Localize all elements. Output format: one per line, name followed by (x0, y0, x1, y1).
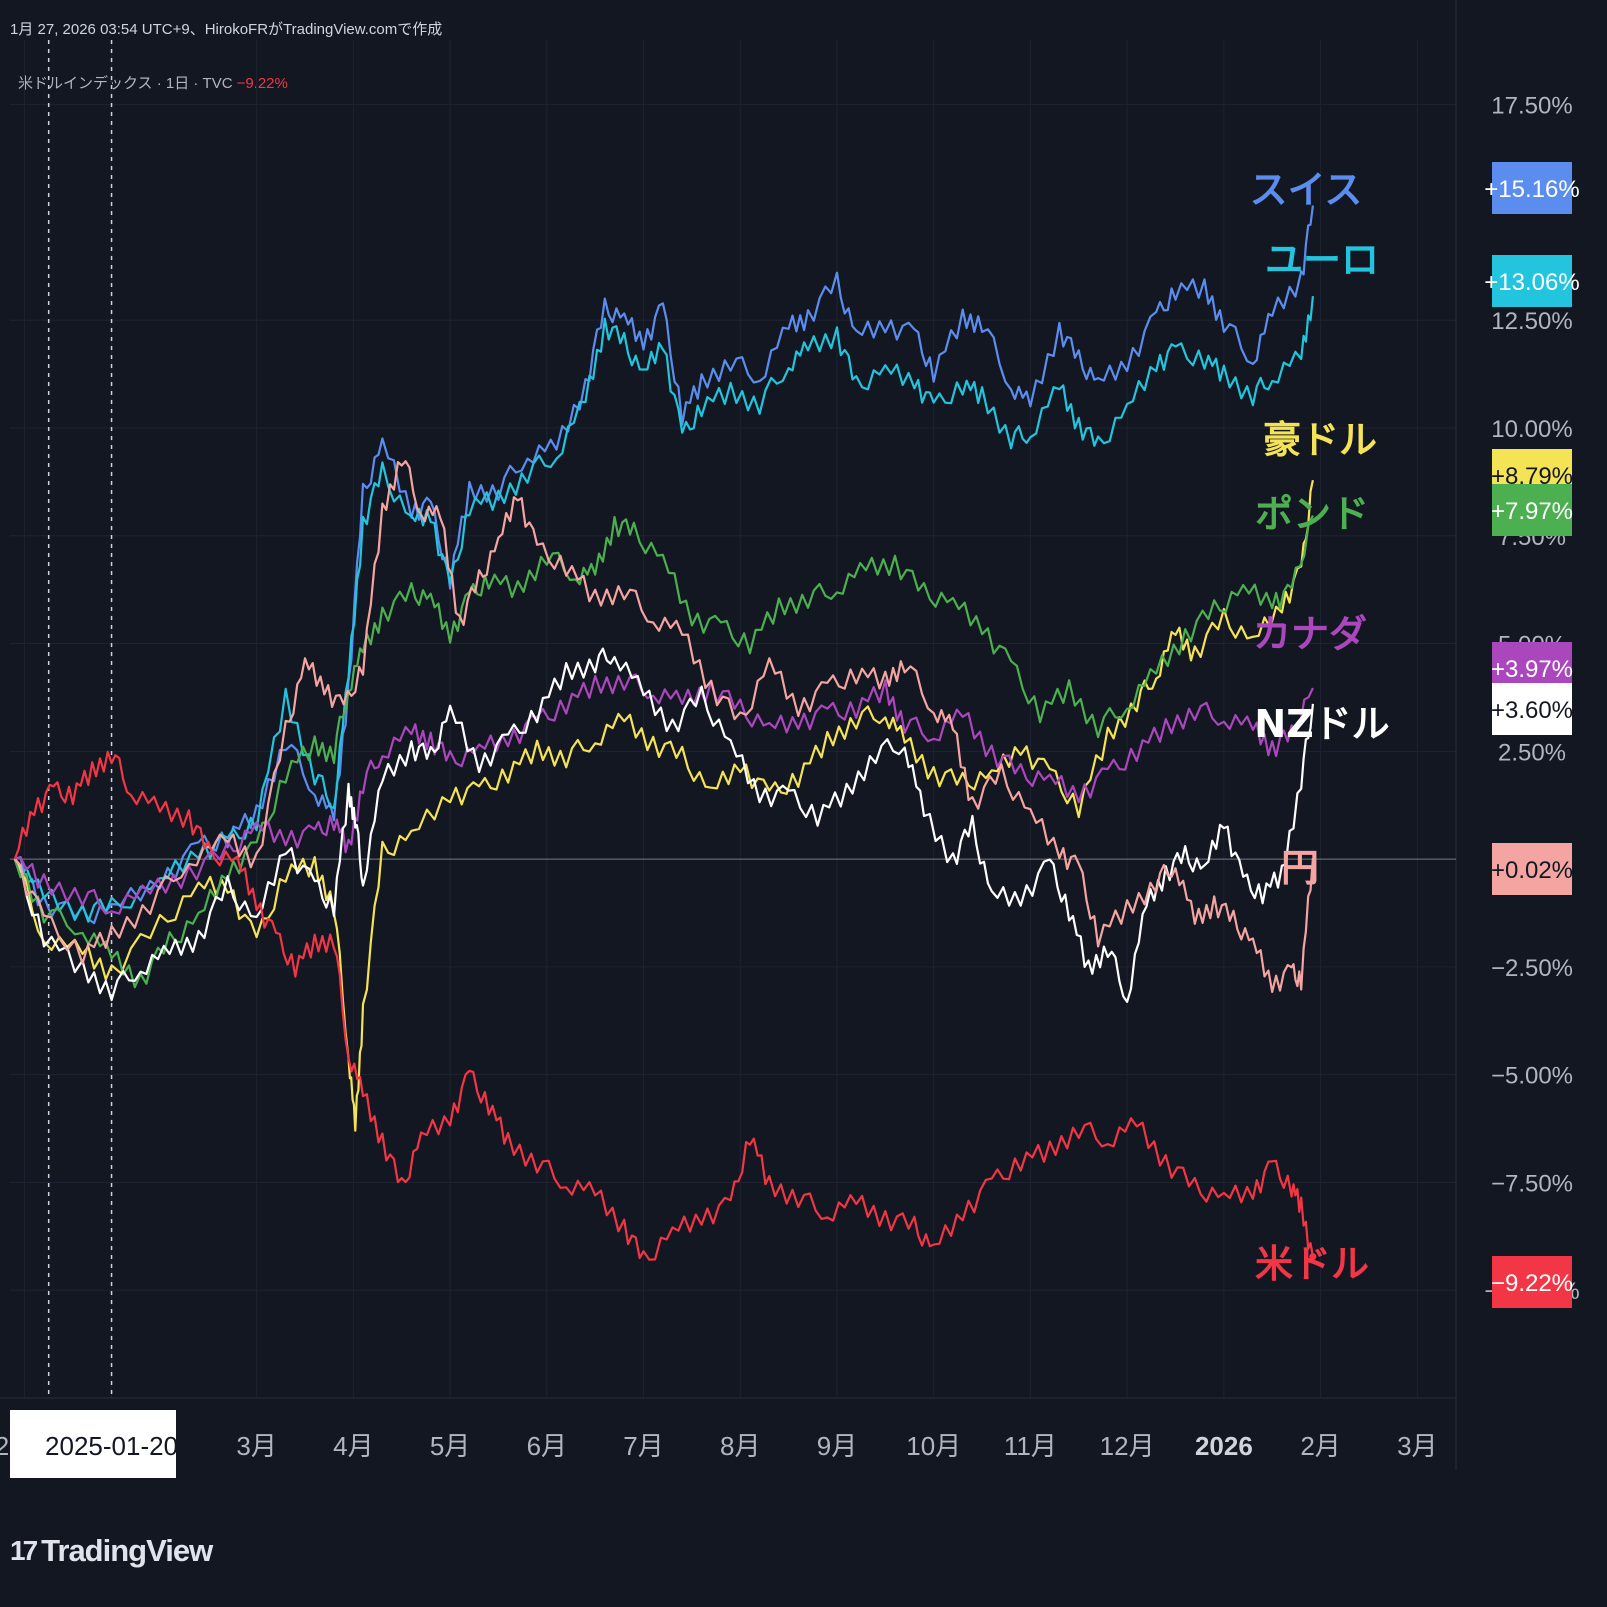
logo-mark: 17 (10, 1535, 38, 1566)
series-line-1[interactable] (13, 295, 1314, 923)
price-tag (1492, 683, 1572, 735)
y-tick-label: 17.50% (1491, 93, 1572, 120)
chart-title: 1月 27, 2026 03:54 UTC+9、HirokoFRがTrading… (10, 21, 443, 38)
series-line-0[interactable] (14, 205, 1314, 925)
x-tick-label: 8月 (720, 1431, 760, 1461)
x-tick-label: 4月 (333, 1431, 373, 1461)
x-tick-label: 3月 (236, 1431, 276, 1461)
x-tick-label: 3月 (1397, 1431, 1437, 1461)
x-tick-label: 6月 (527, 1431, 567, 1461)
series-line-7[interactable] (13, 750, 1314, 1261)
series-line-5[interactable] (13, 647, 1314, 1004)
symbol-change: −9.22% (236, 75, 288, 92)
y-tick-label: −5.00% (1491, 1063, 1573, 1090)
price-tag (1492, 843, 1572, 895)
series-lines (13, 205, 1317, 1261)
price-tag (1492, 484, 1572, 536)
series-name-label: 米ドル (1255, 1242, 1369, 1286)
y-tick-label: 12.50% (1491, 308, 1572, 335)
price-tags: +15.16%+13.06%+8.79%+7.97%+3.97%+3.60%+0… (1484, 162, 1580, 1308)
last-point-marker (1309, 1253, 1317, 1261)
series-name-label: スイス (1250, 168, 1363, 212)
price-tag-label: +0.02% (1491, 857, 1573, 884)
series-name-label: ユーロ (1265, 238, 1379, 282)
x-tick-label: 11月 (1004, 1431, 1057, 1461)
series-name-label: NZドル (1254, 702, 1389, 746)
x-tick-label: 2026 (1195, 1431, 1253, 1461)
x-tick-label: 12月 (1100, 1431, 1155, 1461)
price-tag-label: +7.97% (1491, 498, 1573, 525)
x-tick-label: 10月 (906, 1431, 961, 1461)
price-tag-label: +3.60% (1491, 697, 1573, 724)
series-line-4[interactable] (14, 673, 1314, 915)
reference-lines (10, 40, 1456, 1398)
series-line-6[interactable] (13, 460, 1314, 994)
price-tag (1492, 162, 1572, 214)
x-tick-label: 2月 (1300, 1431, 1340, 1461)
symbol-label: 米ドルインデックス · 1日 · TVC (18, 75, 233, 92)
series-line-2[interactable] (13, 479, 1314, 1132)
price-tag-label: +13.06% (1484, 269, 1579, 296)
price-tag-label: +15.16% (1484, 176, 1579, 203)
y-tick-label: −2.50% (1491, 955, 1573, 982)
price-tag (1492, 1256, 1572, 1308)
time-axis: 2024-2025-01-203月4月5月6月7月8月9月10月11月12月20… (0, 1410, 1438, 1478)
series-name-label: ポンド (1255, 492, 1369, 536)
series-line-3[interactable] (13, 515, 1314, 989)
y-tick-label: −7.50% (1491, 1170, 1573, 1197)
y-tick-label: 2.50% (1498, 739, 1566, 766)
grid-lines (0, 0, 1457, 1470)
price-tag-label: +3.97% (1491, 656, 1573, 683)
series-name-label: 円 (1281, 846, 1319, 890)
x-tick-label: 9月 (817, 1431, 857, 1461)
price-tag (1492, 255, 1572, 307)
x-tick-label: 7月 (623, 1431, 663, 1461)
series-name-label: 豪ドル (1263, 418, 1377, 462)
tradingview-logo[interactable]: 17 TradingView (10, 1533, 213, 1569)
x-tick-label-highlight: 2025-01-20 (45, 1431, 178, 1461)
x-tick-label: 5月 (430, 1431, 470, 1461)
symbol-info[interactable]: 米ドルインデックス · 1日 · TVC −9.22% (18, 72, 288, 93)
logo-text: TradingView (41, 1533, 213, 1568)
y-tick-label: 10.00% (1491, 416, 1572, 443)
x-highlight-box (10, 1410, 176, 1478)
price-tag-label: −9.22% (1491, 1270, 1573, 1297)
series-name-label: カナダ (1253, 612, 1367, 656)
